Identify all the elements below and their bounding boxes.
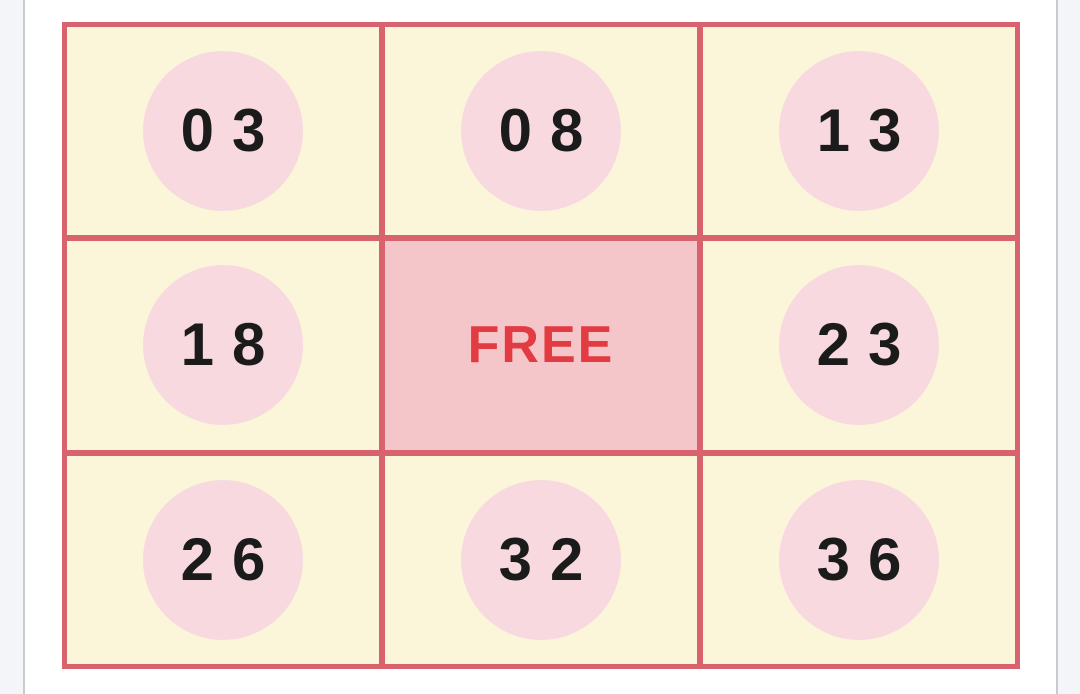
cell-number: 23 bbox=[816, 311, 920, 379]
number-chip: 03 bbox=[143, 51, 303, 212]
cell-number: 36 bbox=[816, 525, 920, 593]
cell-number: 03 bbox=[180, 97, 284, 165]
page-left-gutter bbox=[0, 0, 25, 694]
number-chip: 13 bbox=[779, 51, 939, 212]
number-chip: 18 bbox=[143, 265, 303, 426]
number-chip: 32 bbox=[461, 479, 621, 640]
number-chip: 36 bbox=[779, 479, 939, 640]
bingo-cell-03[interactable]: 03 bbox=[67, 27, 379, 236]
bingo-cell-free[interactable]: FREE bbox=[385, 241, 697, 450]
bingo-card: 03 08 13 18 FREE 23 26 32 36 bbox=[62, 22, 1020, 669]
cell-number: 13 bbox=[816, 97, 920, 165]
cell-number: 18 bbox=[180, 311, 284, 379]
cell-number: 08 bbox=[498, 97, 602, 165]
bingo-cell-08[interactable]: 08 bbox=[385, 27, 697, 236]
bingo-cell-26[interactable]: 26 bbox=[67, 455, 379, 664]
free-label: FREE bbox=[467, 316, 615, 375]
page-right-gutter bbox=[1056, 0, 1080, 694]
bingo-cell-13[interactable]: 13 bbox=[703, 27, 1015, 236]
number-chip: 26 bbox=[143, 479, 303, 640]
cell-number: 32 bbox=[498, 525, 602, 593]
number-chip: 23 bbox=[779, 265, 939, 426]
bingo-cell-32[interactable]: 32 bbox=[385, 455, 697, 664]
bingo-cell-18[interactable]: 18 bbox=[67, 241, 379, 450]
bingo-cell-23[interactable]: 23 bbox=[703, 241, 1015, 450]
number-chip: 08 bbox=[461, 51, 621, 212]
bingo-cell-36[interactable]: 36 bbox=[703, 455, 1015, 664]
cell-number: 26 bbox=[180, 525, 284, 593]
